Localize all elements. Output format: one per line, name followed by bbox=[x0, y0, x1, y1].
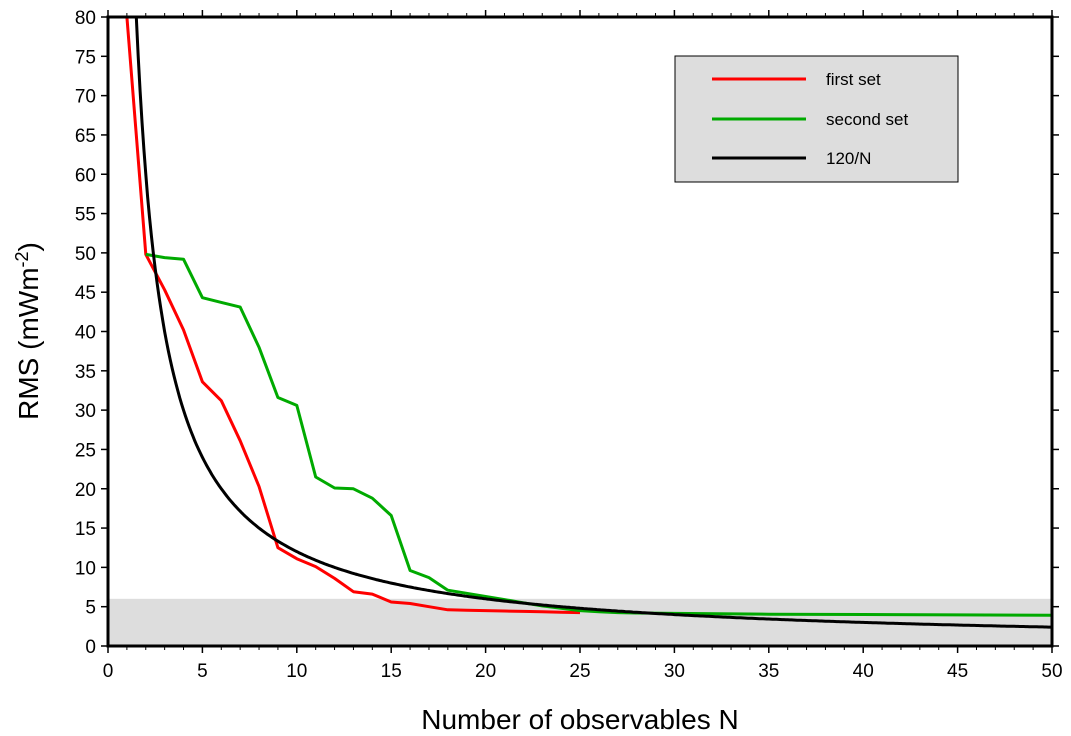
y-tick-label: 55 bbox=[75, 205, 96, 226]
series-line-first-set bbox=[125, 16, 581, 615]
y-tick-label: 65 bbox=[75, 126, 96, 147]
y-axis-title: RMS (mWm-2) bbox=[12, 242, 44, 420]
y-tick-label: 60 bbox=[75, 165, 96, 186]
x-tick-label: 45 bbox=[947, 661, 968, 682]
y-tick-label: 50 bbox=[75, 244, 96, 265]
x-tick-label: 30 bbox=[664, 661, 685, 682]
series-line-120-n bbox=[134, 16, 1052, 629]
x-tick-label: 10 bbox=[286, 661, 307, 682]
x-tick-label: 40 bbox=[853, 661, 874, 682]
x-tick-label: 15 bbox=[381, 661, 402, 682]
x-tick-label: 0 bbox=[103, 661, 114, 682]
y-tick-label: 40 bbox=[75, 323, 96, 344]
x-axis-title: Number of observables N bbox=[421, 704, 738, 735]
y-tick-label: 25 bbox=[75, 440, 96, 461]
x-tick-label: 50 bbox=[1041, 661, 1062, 682]
tick-layer: 0 5 10 15 20 25 30 35 40 45 50 0 5 10 15 20 25 30 35 40 45 50… bbox=[75, 8, 1063, 682]
legend-label-120-over-n: 120/N bbox=[826, 149, 871, 168]
y-tick-label: 10 bbox=[75, 558, 96, 579]
x-tick-label: 35 bbox=[758, 661, 779, 682]
x-tick-label: 20 bbox=[475, 661, 496, 682]
x-tick-label: 5 bbox=[197, 661, 208, 682]
legend: first set second set 120/N bbox=[674, 55, 959, 183]
y-tick-label: 80 bbox=[75, 8, 96, 29]
plot-frame bbox=[106, 15, 1054, 648]
x-tick-label: 25 bbox=[569, 661, 590, 682]
y-tick-label: 75 bbox=[75, 47, 96, 68]
y-tick-label: 35 bbox=[75, 362, 96, 383]
y-tick-label: 5 bbox=[85, 598, 96, 619]
y-tick-label: 45 bbox=[75, 283, 96, 304]
series-layer bbox=[125, 16, 1053, 629]
y-tick-label: 30 bbox=[75, 401, 96, 422]
y-tick-label: 0 bbox=[85, 637, 96, 658]
series-line-second-set bbox=[145, 252, 1053, 617]
legend-label-second-set: second set bbox=[826, 110, 908, 129]
y-tick-label: 20 bbox=[75, 480, 96, 501]
y-tick-label: 70 bbox=[75, 87, 96, 108]
y-tick-label: 15 bbox=[75, 519, 96, 540]
legend-label-first-set: first set bbox=[826, 70, 881, 89]
